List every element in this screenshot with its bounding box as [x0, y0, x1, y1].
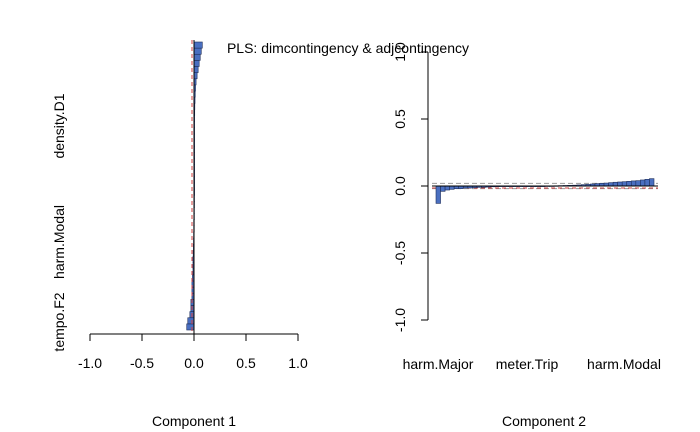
panel2-y-tick-label: 1.0: [392, 42, 408, 62]
panel2-bars: [435, 178, 655, 204]
panel2-bar: [444, 185, 450, 191]
panel2-xlabel: Component 2: [502, 413, 586, 429]
panel-component-2: -1.0-0.50.00.51.0 harm.Major meter.Trip ha…: [392, 42, 661, 429]
panel2-bar: [612, 181, 618, 187]
panel2-bar: [449, 185, 455, 190]
panel2-bar: [649, 178, 655, 187]
panel1-x-ticks: -1.0 -0.5 0.0 0.5 1.0: [78, 334, 308, 371]
panel2-y-tick-label: 0.0: [392, 176, 408, 196]
panel1-bars: [186, 41, 203, 331]
panel1-category-label: tempo.F2: [51, 292, 67, 351]
panel1-bar: [193, 53, 201, 61]
panel2-category-labels: harm.Major meter.Trip harm.Modal: [403, 356, 661, 372]
panel1-xlabel: Component 1: [152, 413, 236, 429]
panel2-bar: [644, 179, 650, 187]
chart-title: PLS: dimcontingency & adjcontingency: [227, 40, 469, 56]
panel1-category-label: density.D1: [51, 93, 67, 158]
panel2-category-label: harm.Major: [403, 356, 474, 372]
panel1-category-labels: tempo.F2 harm.Modal density.D1: [51, 93, 67, 351]
panel2-y-tick-label: 0.5: [392, 109, 408, 129]
panel2-category-label: meter.Trip: [496, 356, 559, 372]
panel2-bar: [440, 185, 446, 192]
panel1-x-tick-label: 1.0: [288, 355, 308, 371]
panel2-bar: [640, 179, 646, 187]
panel2-y-tick-label: -0.5: [392, 241, 408, 265]
panel2-bar: [621, 181, 628, 187]
panel2-bar: [617, 181, 623, 187]
panel2-bar: [626, 181, 632, 187]
panel2-bar: [635, 180, 641, 187]
panel1-bar: [193, 66, 199, 73]
panel2-bar: [608, 182, 614, 187]
panel2-category-label: harm.Modal: [587, 356, 661, 372]
panel1-bar: [187, 317, 195, 325]
panel-component-1: -1.0 -0.5 0.0 0.5 1.0 tempo.F2 harm.Modal dens…: [51, 40, 308, 429]
panel2-bar: [435, 185, 441, 204]
panel2-bar: [630, 180, 637, 187]
panel1-category-label: harm.Modal: [51, 205, 67, 279]
panel2-y-ticks: -1.0 -0.5 0.0 0.5 1.0: [392, 42, 428, 332]
panel2-y-tick-label: -1.0: [392, 308, 408, 332]
panel1-bar: [193, 41, 203, 49]
panel1-x-tick-label: 0.5: [236, 355, 256, 371]
panel1-bar: [186, 323, 195, 331]
panel1-x-tick-label: -0.5: [130, 355, 154, 371]
panel1-bar: [193, 60, 200, 67]
panel1-x-tick-label: 0.0: [184, 355, 204, 371]
panel1-bar: [193, 47, 202, 55]
panel1-x-tick-label: -1.0: [78, 355, 102, 371]
